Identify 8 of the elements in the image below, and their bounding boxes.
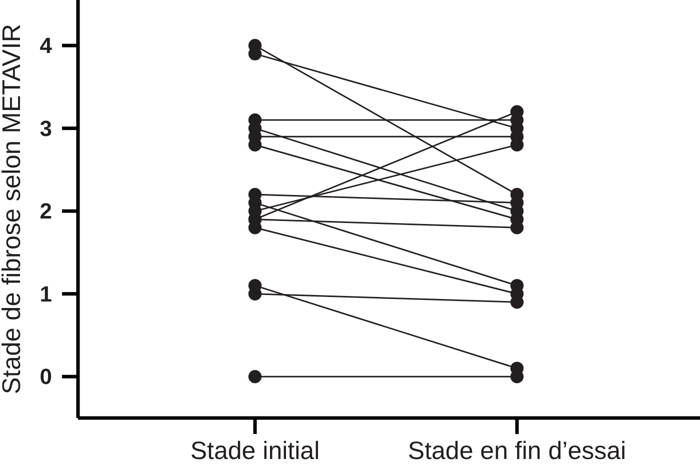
y-tick-label: 0 [40, 364, 52, 390]
y-tick-label: 3 [40, 116, 52, 141]
y-tick-label: 1 [40, 281, 52, 306]
x-tick-label: Stade initial [190, 436, 320, 465]
y-tick-label: 2 [40, 198, 52, 224]
x-tick-label: Stade en fin d’essai [408, 436, 626, 465]
y-tick-label: 4 [40, 33, 53, 58]
y-axis-title: Stade de fibrose selon METAVIR [0, 24, 26, 394]
